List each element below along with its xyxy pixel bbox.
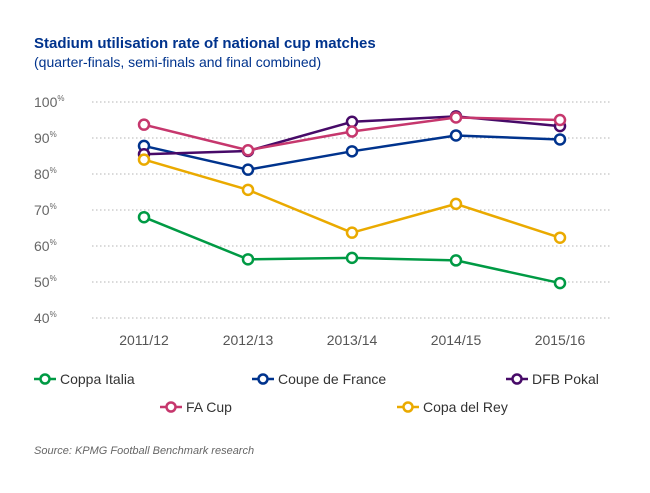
data-point [137,153,151,166]
series-copa-del-rey [137,153,567,244]
series-lines [137,110,567,290]
data-point [345,145,359,158]
y-tick-suffix: % [50,166,57,175]
legend-label: Coppa Italia [60,371,135,387]
legend-marker-icon [397,401,419,413]
y-tick-suffix: % [50,238,57,247]
legend-item-coppa-italia[interactable]: Coppa Italia [34,371,135,387]
y-tick-value: 90 [34,130,50,146]
y-tick-label: 40% [34,310,57,326]
data-point [449,129,463,142]
legend-marker-icon [506,373,528,385]
legend-item-copa-del-rey[interactable]: Copa del Rey [397,399,508,415]
y-tick-label: 100% [34,94,64,110]
legend-label: FA Cup [186,399,232,415]
legend-item-dfb-pokal[interactable]: DFB Pokal [506,371,599,387]
y-tick-suffix: % [50,202,57,211]
x-tick-label: 2013/14 [327,332,378,348]
data-point [345,125,359,138]
y-tick-value: 80 [34,166,50,182]
data-point [345,226,359,239]
legend-label: Coupe de France [278,371,387,387]
legend-item-coupe-de-france[interactable]: Coupe de France [252,371,386,387]
data-point [553,133,567,146]
data-point [345,251,359,265]
x-tick-label: 2014/15 [431,332,482,348]
y-tick-value: 60 [34,238,50,254]
y-tick-label: 90% [34,130,57,146]
chart-title: Stadium utilisation rate of national cup… [34,35,376,52]
y-tick-suffix: % [50,130,57,139]
x-axis-ticks: 2011/12 2012/13 2013/14 2014/15 2015/16 [119,332,585,348]
chart-subtitle: (quarter-finals, semi-finals and final c… [34,54,322,70]
series-coppa-italia [137,210,567,290]
data-point [241,253,255,266]
x-tick-label: 2012/13 [223,332,274,348]
data-point [449,197,463,211]
x-tick-label: 2011/12 [119,332,169,348]
data-point [241,163,255,176]
data-point [449,254,463,267]
line-chart: 100%90%80%70%60%50%40% 2011/12 2012/13 201… [34,94,610,348]
y-tick-suffix: % [50,310,57,319]
legend-label: Copa del Rey [423,399,508,415]
data-point [137,210,151,224]
legend-item-fa-cup[interactable]: FA Cup [160,399,232,415]
y-axis-ticks: 100%90%80%70%60%50%40% [34,94,64,326]
data-point [241,183,255,197]
y-tick-label: 80% [34,166,57,182]
y-tick-label: 70% [34,202,57,218]
legend-label: DFB Pokal [532,371,599,387]
y-tick-value: 70 [34,202,50,218]
y-tick-suffix: % [57,94,64,103]
y-tick-label: 60% [34,238,57,254]
y-tick-suffix: % [50,274,57,283]
data-point [449,111,463,124]
data-point [553,231,567,244]
data-point [553,113,567,127]
x-tick-label: 2015/16 [535,332,586,348]
y-tick-value: 50 [34,274,50,290]
data-point [137,118,151,131]
y-tick-value: 100 [34,94,58,110]
series-fa-cup [137,111,567,157]
source-note: Source: KPMG Football Benchmark research [34,445,255,457]
data-point [241,143,255,157]
y-tick-label: 50% [34,274,57,290]
series-coupe-de-france [137,129,567,176]
legend-marker-icon [34,373,56,385]
legend-marker-icon [252,373,274,385]
y-tick-value: 40 [34,310,50,326]
legend-marker-icon [160,401,182,413]
series-line [143,158,561,239]
data-point [553,276,567,290]
